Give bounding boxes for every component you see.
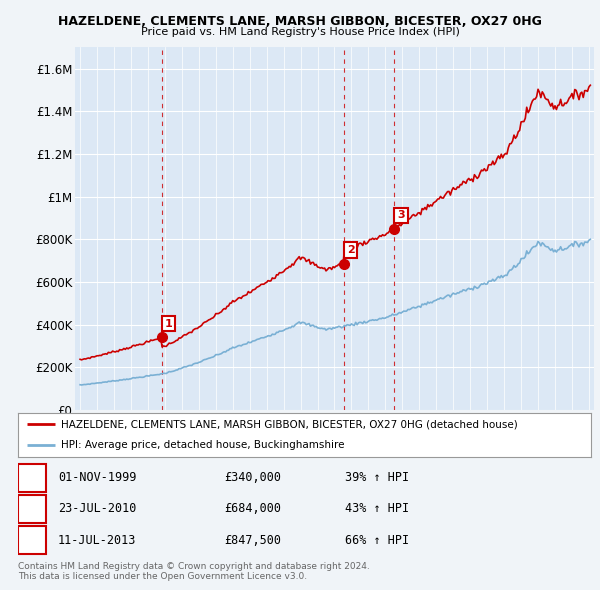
- Text: 3: 3: [397, 210, 405, 220]
- Text: 3: 3: [28, 533, 36, 546]
- FancyBboxPatch shape: [18, 464, 46, 492]
- Text: £847,500: £847,500: [224, 533, 281, 546]
- Text: 23-JUL-2010: 23-JUL-2010: [58, 502, 136, 516]
- Text: 66% ↑ HPI: 66% ↑ HPI: [344, 533, 409, 546]
- Text: 2: 2: [347, 245, 355, 255]
- Text: £684,000: £684,000: [224, 502, 281, 516]
- Text: Price paid vs. HM Land Registry's House Price Index (HPI): Price paid vs. HM Land Registry's House …: [140, 27, 460, 37]
- Text: 2: 2: [28, 502, 36, 516]
- Text: £340,000: £340,000: [224, 471, 281, 484]
- FancyBboxPatch shape: [18, 526, 46, 554]
- Text: 1: 1: [28, 471, 36, 484]
- Text: HPI: Average price, detached house, Buckinghamshire: HPI: Average price, detached house, Buck…: [61, 440, 344, 450]
- Text: 1: 1: [165, 319, 173, 329]
- Text: 39% ↑ HPI: 39% ↑ HPI: [344, 471, 409, 484]
- Text: HAZELDENE, CLEMENTS LANE, MARSH GIBBON, BICESTER, OX27 0HG: HAZELDENE, CLEMENTS LANE, MARSH GIBBON, …: [58, 15, 542, 28]
- FancyBboxPatch shape: [18, 495, 46, 523]
- Text: 01-NOV-1999: 01-NOV-1999: [58, 471, 136, 484]
- Text: Contains HM Land Registry data © Crown copyright and database right 2024.: Contains HM Land Registry data © Crown c…: [18, 562, 370, 571]
- Text: HAZELDENE, CLEMENTS LANE, MARSH GIBBON, BICESTER, OX27 0HG (detached house): HAZELDENE, CLEMENTS LANE, MARSH GIBBON, …: [61, 419, 518, 429]
- Text: 11-JUL-2013: 11-JUL-2013: [58, 533, 136, 546]
- Text: This data is licensed under the Open Government Licence v3.0.: This data is licensed under the Open Gov…: [18, 572, 307, 581]
- Text: 43% ↑ HPI: 43% ↑ HPI: [344, 502, 409, 516]
